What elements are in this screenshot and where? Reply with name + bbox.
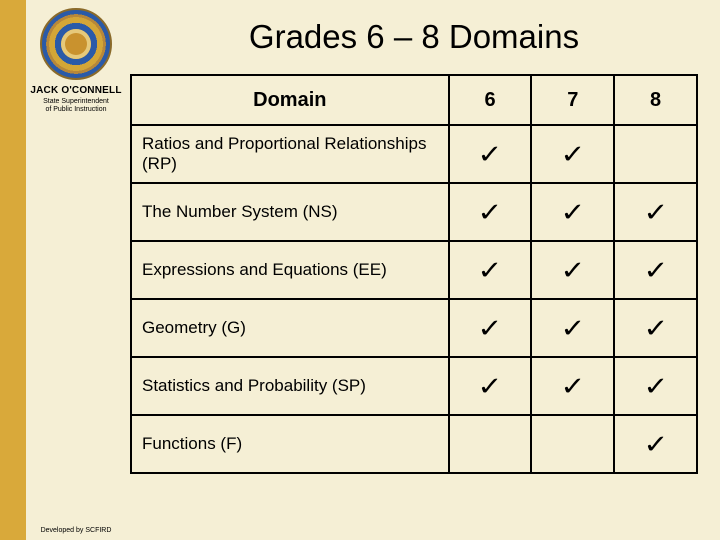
mark-cell-g8: [614, 125, 697, 183]
mark-cell-g8: ✓: [614, 415, 697, 473]
domain-cell: Statistics and Probability (SP): [131, 357, 449, 415]
state-seal-icon: [40, 8, 112, 80]
domain-cell: Functions (F): [131, 415, 449, 473]
domain-cell: Geometry (G): [131, 299, 449, 357]
mark-cell-g8: ✓: [614, 299, 697, 357]
domains-table: Domain 6 7 8 Ratios and Proportional Rel…: [130, 74, 698, 474]
col-header-8: 8: [614, 75, 697, 125]
check-icon: ✓: [643, 315, 668, 341]
check-icon: ✓: [560, 257, 585, 283]
table-header-row: Domain 6 7 8: [131, 75, 697, 125]
superintendent-block: JACK O'CONNELL State Superintendent of P…: [30, 86, 121, 113]
check-icon: ✓: [643, 373, 668, 399]
superintendent-subtitle-2: of Public Instruction: [30, 106, 121, 113]
mark-cell-g6: ✓: [449, 183, 532, 241]
domain-cell: The Number System (NS): [131, 183, 449, 241]
check-icon: ✓: [477, 141, 502, 167]
mark-cell-g7: ✓: [531, 357, 614, 415]
mark-cell-g7: ✓: [531, 241, 614, 299]
mark-cell-g7: ✓: [531, 125, 614, 183]
check-icon: ✓: [560, 373, 585, 399]
mark-cell-g8: ✓: [614, 357, 697, 415]
main-content: Grades 6 – 8 Domains Domain 6 7 8 Ratios…: [126, 0, 720, 540]
mark-cell-g6: ✓: [449, 241, 532, 299]
superintendent-subtitle-1: State Superintendent: [30, 98, 121, 105]
check-icon: ✓: [643, 199, 668, 225]
check-icon: ✓: [560, 141, 585, 167]
mark-cell-g7: [531, 415, 614, 473]
check-icon: ✓: [477, 199, 502, 225]
mark-cell-g6: ✓: [449, 125, 532, 183]
table-row: The Number System (NS) ✓ ✓ ✓: [131, 183, 697, 241]
check-icon: ✓: [560, 315, 585, 341]
mark-cell-g6: ✓: [449, 357, 532, 415]
table-row: Expressions and Equations (EE) ✓ ✓ ✓: [131, 241, 697, 299]
table-row: Geometry (G) ✓ ✓ ✓: [131, 299, 697, 357]
domain-cell: Ratios and Proportional Relationships (R…: [131, 125, 449, 183]
check-icon: ✓: [477, 373, 502, 399]
table-row: Statistics and Probability (SP) ✓ ✓ ✓: [131, 357, 697, 415]
table-row: Functions (F) ✓: [131, 415, 697, 473]
gold-stripe: [0, 0, 26, 540]
mark-cell-g7: ✓: [531, 299, 614, 357]
mark-cell-g6: ✓: [449, 299, 532, 357]
mark-cell-g7: ✓: [531, 183, 614, 241]
mark-cell-g6: [449, 415, 532, 473]
col-header-7: 7: [531, 75, 614, 125]
mark-cell-g8: ✓: [614, 183, 697, 241]
domain-cell: Expressions and Equations (EE): [131, 241, 449, 299]
table-body: Ratios and Proportional Relationships (R…: [131, 125, 697, 473]
sidebar: JACK O'CONNELL State Superintendent of P…: [26, 0, 126, 540]
table-row: Ratios and Proportional Relationships (R…: [131, 125, 697, 183]
mark-cell-g8: ✓: [614, 241, 697, 299]
check-icon: ✓: [477, 315, 502, 341]
check-icon: ✓: [643, 431, 668, 457]
check-icon: ✓: [643, 257, 668, 283]
check-icon: ✓: [560, 199, 585, 225]
footer-credit: Developed by SCFIRD: [26, 527, 126, 534]
superintendent-name: JACK O'CONNELL: [30, 86, 121, 97]
col-header-domain: Domain: [131, 75, 449, 125]
page-title: Grades 6 – 8 Domains: [130, 18, 698, 56]
check-icon: ✓: [477, 257, 502, 283]
col-header-6: 6: [449, 75, 532, 125]
